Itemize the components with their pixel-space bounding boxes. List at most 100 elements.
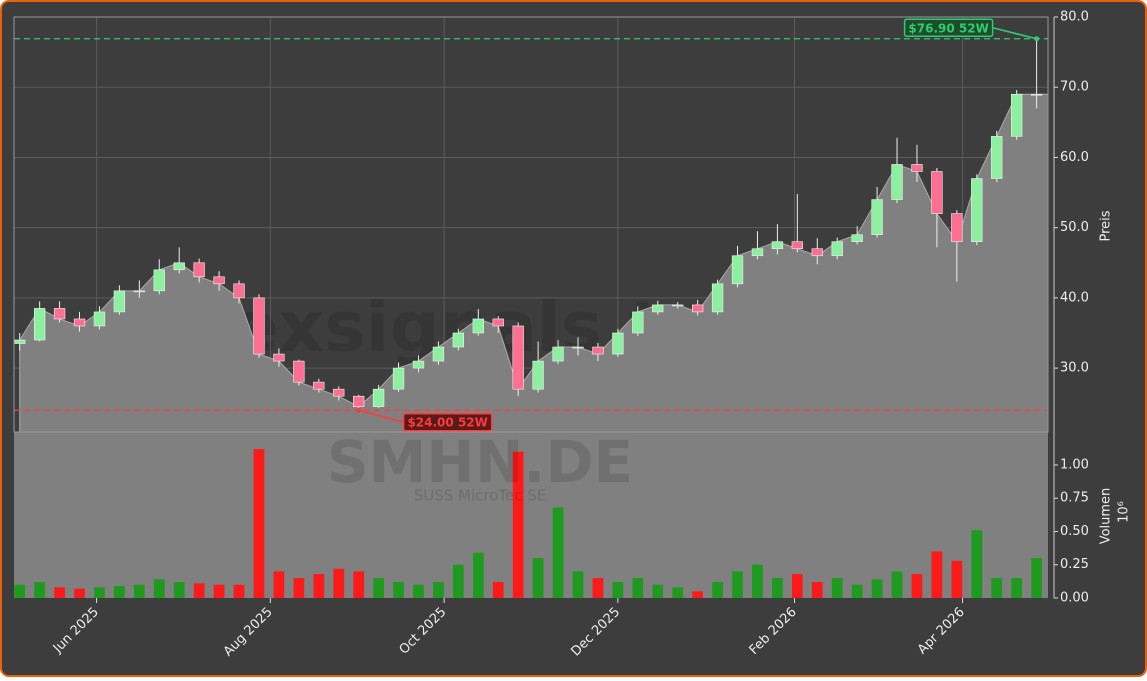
- candle-body: [791, 241, 803, 250]
- candle-body: [113, 290, 126, 313]
- candle-body: [153, 269, 165, 292]
- candle-body: [632, 311, 644, 334]
- candle-body: [592, 346, 604, 355]
- y-tick-label: 40.0: [1060, 290, 1089, 305]
- candle-body: [173, 262, 185, 271]
- volume-bar: [153, 579, 165, 598]
- volume-bar: [94, 587, 105, 598]
- candle-body: [552, 346, 564, 362]
- volume-bar: [114, 586, 125, 598]
- candle-body: [73, 318, 86, 327]
- y-tick-label: 50.0: [1060, 220, 1089, 235]
- candle-body: [472, 318, 484, 334]
- candle-body: [851, 234, 863, 243]
- volume-bar: [851, 584, 863, 598]
- candle-body: [53, 308, 66, 320]
- candle-body: [392, 367, 405, 390]
- volume-bar: [712, 582, 723, 598]
- candle-body: [313, 381, 325, 390]
- candle-body: [492, 318, 504, 327]
- volume-bar: [433, 582, 444, 598]
- volume-bar: [173, 582, 185, 598]
- y-axis-label: Preis: [1099, 210, 1114, 241]
- volume-bar: [452, 564, 464, 598]
- volume-bar: [253, 449, 265, 598]
- volume-bar: [472, 552, 484, 598]
- annotation-arrow: [992, 26, 1037, 40]
- annotation-point: [1034, 36, 1040, 42]
- candle-body: [353, 395, 365, 408]
- volume-bar: [74, 588, 85, 598]
- candle-body: [33, 308, 46, 341]
- candle-body: [911, 164, 923, 172]
- volume-bar: [652, 584, 664, 598]
- candle-body: [293, 360, 305, 383]
- annotation-label: $24.00 52W: [407, 416, 487, 430]
- candle-body: [991, 136, 1003, 179]
- y2-tick-label: 0.00: [1060, 591, 1089, 606]
- volume-bar: [572, 571, 584, 598]
- volume-bar: [592, 578, 604, 598]
- volume-bar: [34, 582, 46, 598]
- y2-axis-label: Volumen: [1099, 488, 1114, 545]
- volume-bar: [233, 584, 245, 598]
- y2-tick-label: 0.75: [1060, 491, 1089, 506]
- candle-body: [871, 199, 883, 235]
- candle-body: [711, 283, 724, 313]
- volume-bar: [273, 571, 285, 598]
- annotation-point: [356, 407, 362, 413]
- symbol-watermark: SMHN.DE: [327, 428, 633, 496]
- volume-bar: [931, 551, 943, 598]
- annotation-label: $76.90 52W: [908, 21, 988, 35]
- candle-body: [412, 360, 425, 369]
- volume-bar: [14, 584, 26, 598]
- candle-body: [731, 255, 744, 285]
- candle-body: [1030, 93, 1043, 96]
- candle-body: [891, 164, 903, 200]
- volume-bar: [552, 507, 564, 598]
- volume-bar: [971, 530, 983, 598]
- candle-body: [672, 304, 684, 307]
- volume-bar: [54, 587, 65, 598]
- volume-bar: [393, 582, 404, 598]
- volume-bar: [772, 578, 783, 598]
- annotation-arrow: [358, 409, 404, 424]
- candle-body: [691, 304, 704, 313]
- candle-body: [572, 346, 584, 349]
- candle-body: [233, 283, 245, 299]
- candle-body: [372, 388, 385, 408]
- volume-bar: [213, 584, 225, 598]
- candle-body: [831, 241, 843, 257]
- candle-body: [532, 360, 544, 390]
- y-tick-label: 70.0: [1060, 80, 1089, 95]
- volume-bar: [1031, 558, 1042, 598]
- volume-bar: [951, 560, 963, 598]
- volume-bar: [791, 574, 803, 598]
- candle-body: [14, 339, 26, 344]
- volume-bar: [353, 571, 365, 598]
- volume-bar: [413, 584, 424, 598]
- candle-body: [771, 241, 784, 250]
- candle-body: [811, 248, 823, 257]
- volume-bar: [752, 564, 763, 598]
- y2-tick-label: 0.50: [1060, 524, 1089, 539]
- volume-bar: [1011, 578, 1023, 598]
- candle-body: [333, 388, 345, 397]
- candle-body: [133, 290, 145, 293]
- volume-bar: [632, 578, 644, 598]
- volume-bar: [193, 583, 205, 598]
- candle-body: [93, 311, 106, 327]
- volume-bar: [512, 451, 524, 598]
- candle-body: [1011, 93, 1023, 137]
- y-tick-label: 80.0: [1060, 10, 1089, 25]
- volume-bar: [891, 571, 903, 598]
- price-panel-border: [13, 16, 1049, 433]
- candle-body: [931, 171, 943, 214]
- candle-body: [512, 325, 524, 390]
- candle-body: [273, 353, 285, 362]
- y2-offset: 10⁶: [1117, 501, 1132, 523]
- volume-bar: [732, 571, 743, 598]
- y-tick-label: 60.0: [1060, 150, 1089, 165]
- volume-bar: [831, 578, 843, 598]
